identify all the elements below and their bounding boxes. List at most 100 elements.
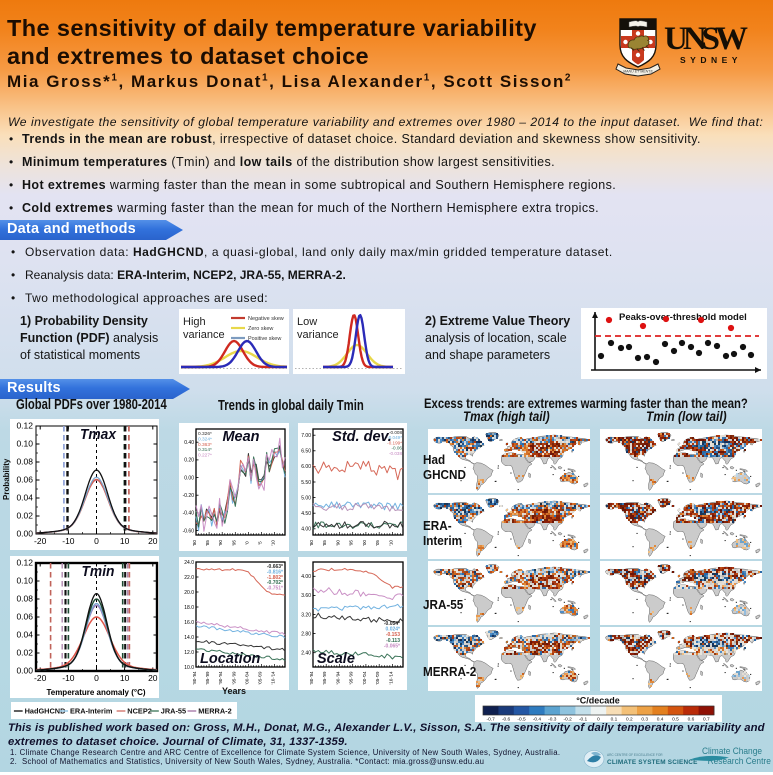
svg-text:Peaks-over-threshold model: Peaks-over-threshold model bbox=[619, 312, 747, 323]
svg-text:Temperature anomaly (°C): Temperature anomaly (°C) bbox=[46, 688, 145, 697]
svg-text:'00-'04: '00-'04 bbox=[362, 671, 367, 684]
svg-text:variance: variance bbox=[297, 329, 339, 341]
svg-text:CLIMATE SYSTEM SCIENCE: CLIMATE SYSTEM SCIENCE bbox=[607, 759, 698, 766]
svg-text:-0.065*: -0.065* bbox=[384, 643, 400, 649]
svg-text:16.0: 16.0 bbox=[184, 620, 194, 626]
svg-text:-0.7: -0.7 bbox=[487, 717, 496, 723]
svg-text:0.363*: 0.363* bbox=[198, 442, 212, 448]
svg-text:UNSW: UNSW bbox=[664, 21, 748, 57]
svg-text:Research Centre: Research Centre bbox=[708, 756, 771, 766]
svg-text:'80-'84: '80-'84 bbox=[192, 671, 197, 684]
svg-text:'10: '10 bbox=[271, 540, 276, 546]
svg-text:4.50: 4.50 bbox=[301, 511, 311, 517]
svg-text:12.0: 12.0 bbox=[184, 650, 194, 656]
svg-text:18.0: 18.0 bbox=[184, 605, 194, 611]
svg-text:-0.038: -0.038 bbox=[389, 451, 402, 456]
svg-text:'05-'09: '05-'09 bbox=[257, 671, 262, 684]
svg-text:'95-'99: '95-'99 bbox=[349, 671, 354, 684]
svg-text:ERA-Interim: ERA-Interim bbox=[70, 706, 113, 715]
svg-text:-10: -10 bbox=[62, 673, 75, 683]
svg-text:0: 0 bbox=[94, 536, 99, 546]
svg-text:-0.20: -0.20 bbox=[183, 493, 195, 499]
svg-text:0.10: 0.10 bbox=[16, 439, 33, 449]
svg-text:0.3: 0.3 bbox=[641, 717, 648, 723]
svg-text:10.0: 10.0 bbox=[184, 665, 194, 671]
svg-text:-0.153: -0.153 bbox=[386, 632, 400, 638]
svg-text:20: 20 bbox=[148, 536, 158, 546]
svg-text:0.02: 0.02 bbox=[16, 648, 33, 658]
svg-text:JRA-55: JRA-55 bbox=[161, 706, 186, 715]
svg-text:'85: '85 bbox=[322, 540, 327, 546]
svg-text:0.2: 0.2 bbox=[626, 717, 633, 723]
svg-text:14.0: 14.0 bbox=[184, 635, 194, 641]
svg-text:'05: '05 bbox=[375, 540, 380, 546]
svg-text:22.0: 22.0 bbox=[184, 575, 194, 581]
svg-text:-0.199*: -0.199* bbox=[387, 440, 402, 445]
svg-text:0.7: 0.7 bbox=[703, 717, 710, 723]
svg-text:variance: variance bbox=[183, 329, 225, 341]
svg-text:'80: '80 bbox=[309, 540, 314, 546]
svg-text:-0.751*: -0.751* bbox=[267, 586, 283, 592]
svg-text:°C/decade: °C/decade bbox=[576, 696, 620, 706]
svg-text:-0.3: -0.3 bbox=[548, 717, 557, 723]
svg-text:0.5: 0.5 bbox=[672, 717, 679, 723]
svg-text:'10-'14: '10-'14 bbox=[388, 671, 393, 684]
svg-text:3.20: 3.20 bbox=[301, 612, 311, 618]
svg-text:'85: '85 bbox=[205, 540, 210, 546]
svg-text:-0.40: -0.40 bbox=[183, 511, 195, 517]
svg-text:0.02: 0.02 bbox=[16, 511, 33, 521]
svg-text:6.50: 6.50 bbox=[301, 449, 311, 455]
svg-text:'10-'14: '10-'14 bbox=[271, 671, 276, 684]
svg-text:'80-'84: '80-'84 bbox=[309, 671, 314, 684]
svg-text:0.04: 0.04 bbox=[16, 493, 33, 503]
svg-text:'80: '80 bbox=[192, 540, 197, 546]
svg-text:4.00: 4.00 bbox=[301, 527, 311, 533]
svg-text:'90: '90 bbox=[218, 540, 223, 546]
svg-text:0.6: 0.6 bbox=[688, 717, 695, 723]
svg-text:Climate Change: Climate Change bbox=[702, 746, 762, 756]
svg-text:SYDNEY: SYDNEY bbox=[680, 55, 742, 65]
svg-text:HadGHCND: HadGHCND bbox=[25, 706, 66, 715]
svg-text:2.40: 2.40 bbox=[301, 651, 311, 657]
svg-text:MANU ET MENTE: MANU ET MENTE bbox=[623, 70, 653, 74]
svg-text:Tmin: Tmin bbox=[82, 564, 115, 581]
svg-text:-0.054*: -0.054* bbox=[384, 621, 400, 627]
svg-text:0.326*: 0.326* bbox=[198, 431, 212, 437]
svg-text:5.50: 5.50 bbox=[301, 480, 311, 486]
svg-text:-0.702*: -0.702* bbox=[267, 580, 283, 586]
svg-text:0.324*: 0.324* bbox=[198, 436, 212, 442]
svg-text:0.06: 0.06 bbox=[16, 475, 33, 485]
svg-text:0.4: 0.4 bbox=[657, 717, 664, 723]
svg-text:0.06: 0.06 bbox=[16, 612, 33, 622]
svg-text:24.0: 24.0 bbox=[184, 560, 194, 566]
svg-text:3.60: 3.60 bbox=[301, 593, 311, 599]
svg-text:'90-'94: '90-'94 bbox=[218, 671, 223, 684]
svg-text:0.12: 0.12 bbox=[16, 421, 33, 431]
svg-text:-0.4: -0.4 bbox=[533, 717, 542, 723]
svg-text:Negative skew: Negative skew bbox=[248, 316, 284, 322]
svg-text:-20: -20 bbox=[34, 673, 47, 683]
svg-text:'00: '00 bbox=[362, 540, 367, 546]
svg-text:-1.802*: -1.802* bbox=[267, 575, 283, 581]
svg-text:-0.6: -0.6 bbox=[502, 717, 511, 723]
svg-text:-10: -10 bbox=[62, 536, 75, 546]
svg-text:Location: Location bbox=[200, 651, 261, 667]
svg-text:'95: '95 bbox=[231, 540, 236, 546]
svg-text:0: 0 bbox=[597, 717, 600, 723]
svg-text:-0.663*: -0.663* bbox=[267, 564, 283, 570]
svg-text:4.00: 4.00 bbox=[301, 574, 311, 580]
svg-text:-0.06: -0.06 bbox=[392, 446, 403, 451]
svg-text:10: 10 bbox=[120, 673, 130, 683]
svg-text:0.314*: 0.314* bbox=[198, 447, 212, 453]
svg-text:0.227*: 0.227* bbox=[198, 453, 212, 459]
svg-text:0.00: 0.00 bbox=[16, 666, 33, 676]
svg-text:0.08: 0.08 bbox=[16, 457, 33, 467]
svg-text:-20: -20 bbox=[34, 536, 47, 546]
svg-text:Std. dev.: Std. dev. bbox=[332, 429, 392, 445]
svg-text:20: 20 bbox=[148, 673, 158, 683]
svg-text:-0.2: -0.2 bbox=[564, 717, 573, 723]
svg-text:Scale: Scale bbox=[317, 651, 355, 667]
svg-text:'5: '5 bbox=[257, 541, 262, 545]
svg-text:Tmax: Tmax bbox=[80, 427, 117, 444]
svg-text:Mean: Mean bbox=[222, 429, 259, 445]
